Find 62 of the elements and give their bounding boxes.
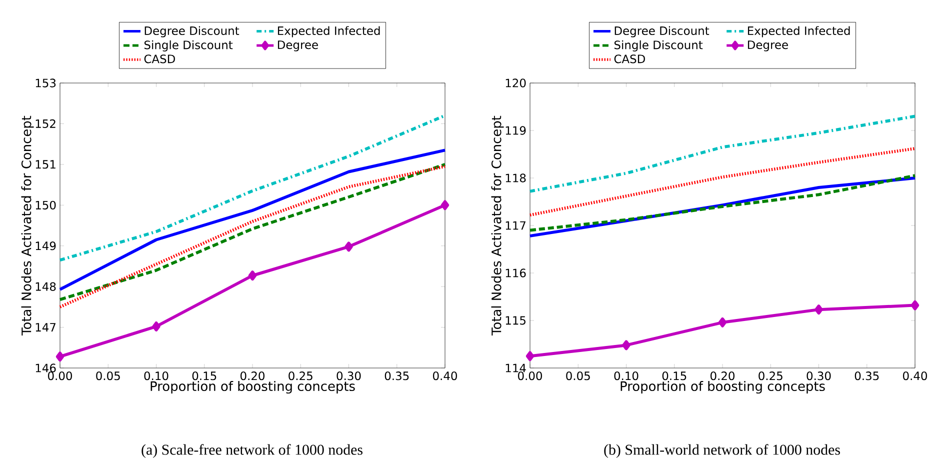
y-axis-title: Total Nodes Activated for Concept [21, 116, 34, 336]
x-tick-label: 0.35 [854, 372, 879, 380]
y-tick-label: 150 [36, 200, 56, 210]
x-tick-label: 0.00 [48, 372, 72, 380]
x-tick-label: 0.30 [336, 372, 361, 380]
legend-label: Degree [748, 40, 788, 52]
point [622, 340, 630, 350]
point [814, 304, 823, 315]
legend-label: CASD [144, 54, 175, 64]
point [152, 321, 160, 332]
point [526, 351, 534, 362]
point [910, 300, 920, 310]
legend-label: Degree Discount [144, 26, 240, 38]
y-tick-label: 148 [36, 282, 56, 291]
legend-label: Degree Discount [614, 26, 710, 38]
y-tick-label: 152 [36, 119, 56, 128]
line-series [58, 114, 446, 262]
y-tick-label: 114 [506, 364, 526, 372]
text: (b) Small-world network of 1000 nodes [604, 444, 840, 458]
x-tick-label: 0.10 [614, 372, 638, 380]
x-axis-title: Proportion of boosting concepts [620, 381, 825, 394]
y-tick-label: 151 [36, 160, 56, 169]
y-tick-label: 115 [506, 316, 526, 325]
point [718, 317, 727, 328]
y-tick-label: 117 [506, 221, 526, 230]
legend-label: Single Discount [144, 40, 233, 52]
x-tick-label: 0.15 [192, 372, 216, 380]
x-tick-label: 0.40 [903, 372, 927, 380]
x-tick-label: 0.00 [518, 372, 542, 380]
x-tick-label: 0.20 [240, 372, 264, 380]
y-tick-label: 146 [36, 364, 56, 372]
point [440, 200, 450, 210]
x-tick-label: 0.15 [662, 372, 686, 380]
legend-label: Single Discount [614, 40, 703, 52]
point [248, 270, 257, 281]
x-tick-label: 0.35 [384, 372, 409, 380]
x-tick-label: 0.20 [710, 372, 734, 380]
line-series [528, 114, 917, 193]
point [56, 352, 64, 362]
point [344, 242, 353, 252]
x-tick-label: 0.25 [758, 372, 782, 380]
y-tick-label: 153 [36, 78, 56, 88]
y-tick-label: 120 [506, 78, 526, 88]
x-tick-label: 0.30 [806, 372, 831, 380]
y-axis-title: Total Nodes Activated for Concept [491, 116, 504, 336]
y-tick-label: 116 [506, 268, 526, 278]
y-tick-label: 147 [36, 323, 56, 332]
x-tick-label: 0.05 [566, 372, 590, 380]
y-tick-label: 119 [506, 126, 526, 135]
x-axis-title: Proportion of boosting concepts [150, 381, 355, 394]
line-series [58, 148, 446, 291]
legend-label: Degree [278, 40, 318, 52]
y-tick-label: 149 [36, 242, 56, 250]
x-tick-label: 0.25 [288, 372, 312, 380]
y-tick-label: 118 [506, 174, 526, 182]
legend-label: CASD [614, 54, 645, 64]
x-tick-label: 0.40 [432, 372, 457, 380]
text: (a) Scale-free network of 1000 nodes [142, 444, 362, 458]
x-tick-label: 0.05 [96, 372, 120, 380]
legend-label: Expected Infected [748, 26, 850, 38]
legend-label: Expected Infected [278, 26, 380, 38]
x-tick-label: 0.10 [144, 372, 168, 380]
